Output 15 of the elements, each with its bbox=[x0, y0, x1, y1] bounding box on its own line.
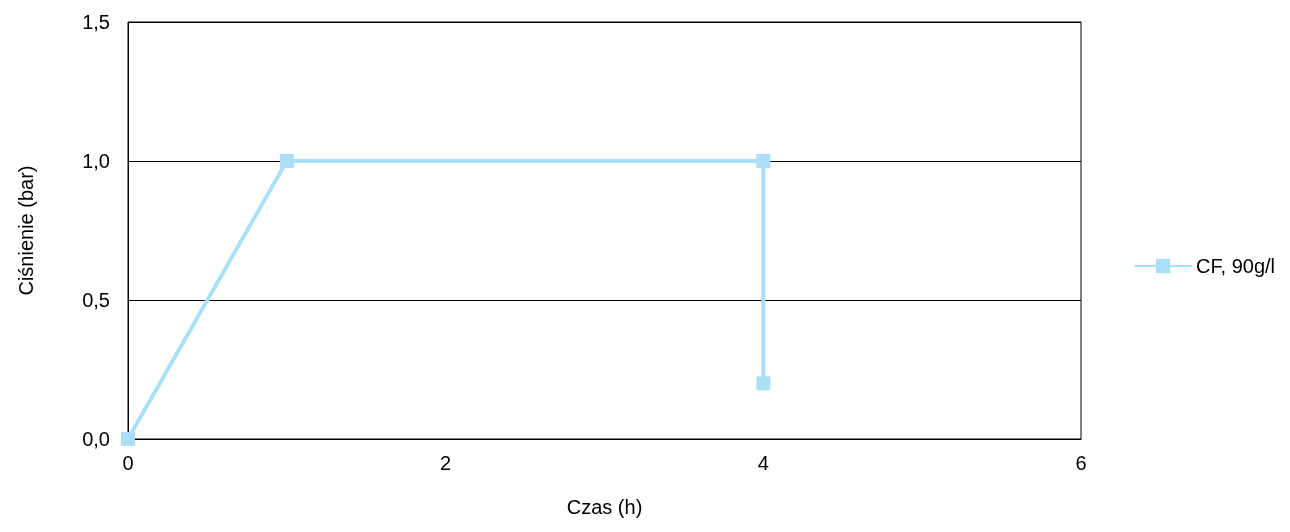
point bbox=[756, 154, 771, 168]
y-axis-title: Ciśnienie (bar) bbox=[15, 165, 37, 296]
point bbox=[121, 432, 135, 446]
x-tick-label: 6 bbox=[1075, 452, 1087, 474]
legend-label: CF, 90g/l bbox=[1196, 255, 1276, 277]
y-tick-label: 1,5 bbox=[82, 11, 110, 33]
point bbox=[279, 154, 294, 168]
x-tick-label: 4 bbox=[757, 452, 769, 474]
y-tick-label: 0,0 bbox=[82, 428, 110, 450]
x-axis-title: Czas (h) bbox=[566, 496, 643, 518]
point bbox=[756, 376, 771, 391]
y-tick-label: 0,5 bbox=[82, 289, 110, 311]
y-tick-label: 1,0 bbox=[82, 150, 110, 172]
x-tick-label: 2 bbox=[440, 452, 452, 474]
x-tick-label: 0 bbox=[122, 452, 134, 474]
